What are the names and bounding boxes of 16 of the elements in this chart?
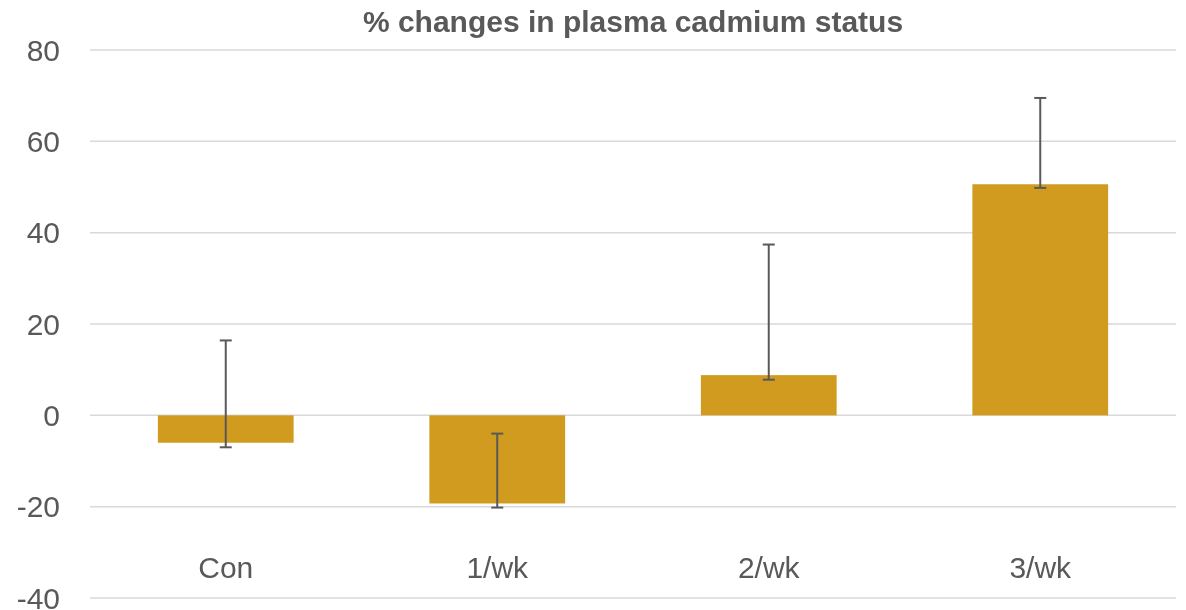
y-tick-label: -40 [16, 581, 60, 610]
x-tick-label: 2/wk [737, 551, 801, 584]
bar [972, 184, 1109, 416]
y-tick-label: 20 [26, 307, 60, 341]
bar [157, 415, 294, 443]
y-tick-label: 40 [26, 216, 60, 250]
bar [700, 375, 837, 416]
x-tick-label: 3/wk [1009, 551, 1073, 584]
y-tick-label: 80 [26, 33, 60, 67]
y-tick-label: 60 [26, 124, 60, 158]
x-tick-label: 1/wk [466, 551, 530, 584]
chart-title: % changes in plasma cadmium status [362, 5, 904, 38]
bar [429, 415, 566, 504]
y-tick-label: 0 [43, 398, 60, 432]
x-tick-label: Con [198, 551, 254, 584]
y-tick-label: -20 [16, 490, 60, 524]
